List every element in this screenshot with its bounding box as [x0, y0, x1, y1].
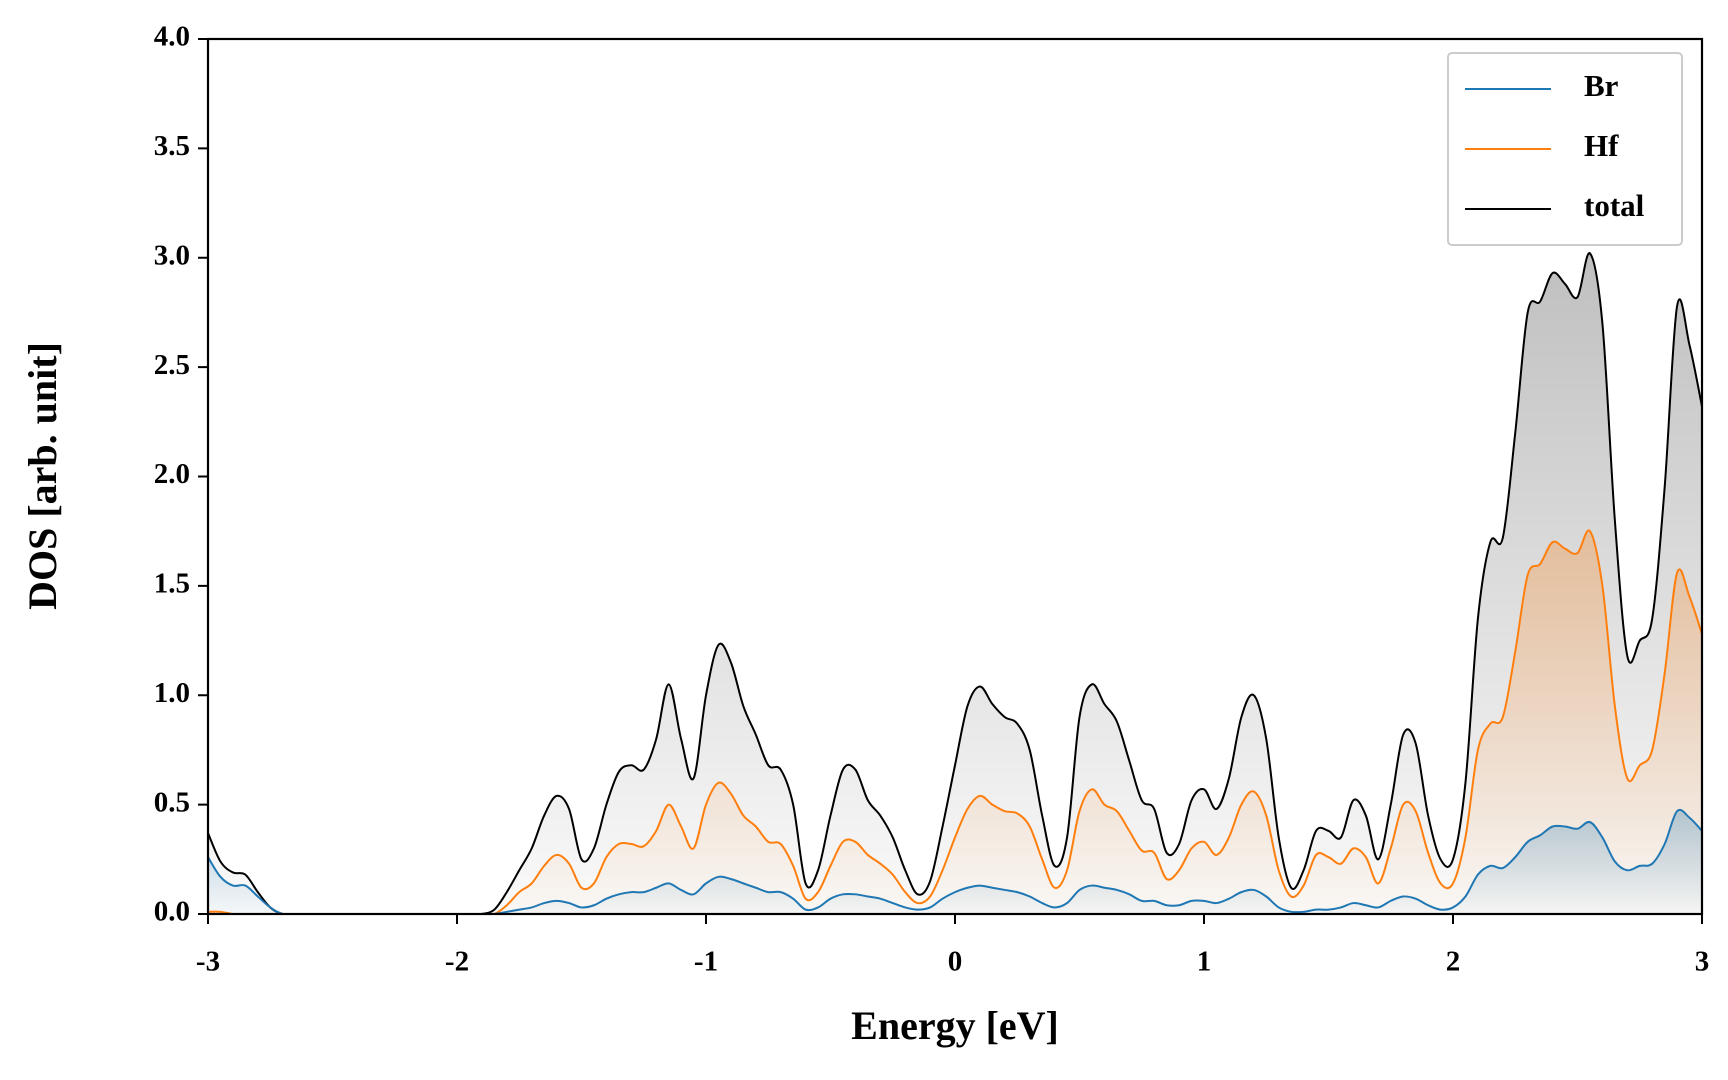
y-tick-label: 1.5: [154, 568, 190, 600]
x-tick-label: 0: [948, 946, 963, 978]
legend-label: Hf: [1584, 128, 1619, 163]
x-tick-label: -1: [694, 946, 718, 978]
line: [208, 808, 1702, 914]
line: [208, 252, 1702, 914]
x-tick-label: 3: [1695, 946, 1710, 978]
x-tick-label: 2: [1446, 946, 1461, 978]
y-tick-label: 0.0: [154, 896, 190, 928]
plot-area: [208, 252, 1702, 914]
y-axis-label: DOS [arb. unit]: [20, 342, 65, 610]
y-tick-label: 3.5: [154, 130, 190, 162]
y-tick-label: 3.0: [154, 239, 190, 271]
y-tick-label: 0.5: [154, 786, 190, 818]
y-tick-label: 2.5: [154, 349, 190, 381]
line: [208, 529, 1702, 914]
x-tick-label: -2: [445, 946, 469, 978]
y-tick-label: 1.0: [154, 677, 190, 709]
y-tick-label: 2.0: [154, 458, 190, 490]
legend-label: total: [1584, 188, 1645, 223]
x-tick-label: 1: [1197, 946, 1212, 978]
legend-label: Br: [1584, 68, 1619, 103]
x-tick-label: -3: [196, 946, 220, 978]
legend-box: [1447, 52, 1683, 246]
y-tick-label: 4.0: [154, 21, 190, 53]
x-axis-label: Energy [eV]: [851, 1003, 1059, 1048]
